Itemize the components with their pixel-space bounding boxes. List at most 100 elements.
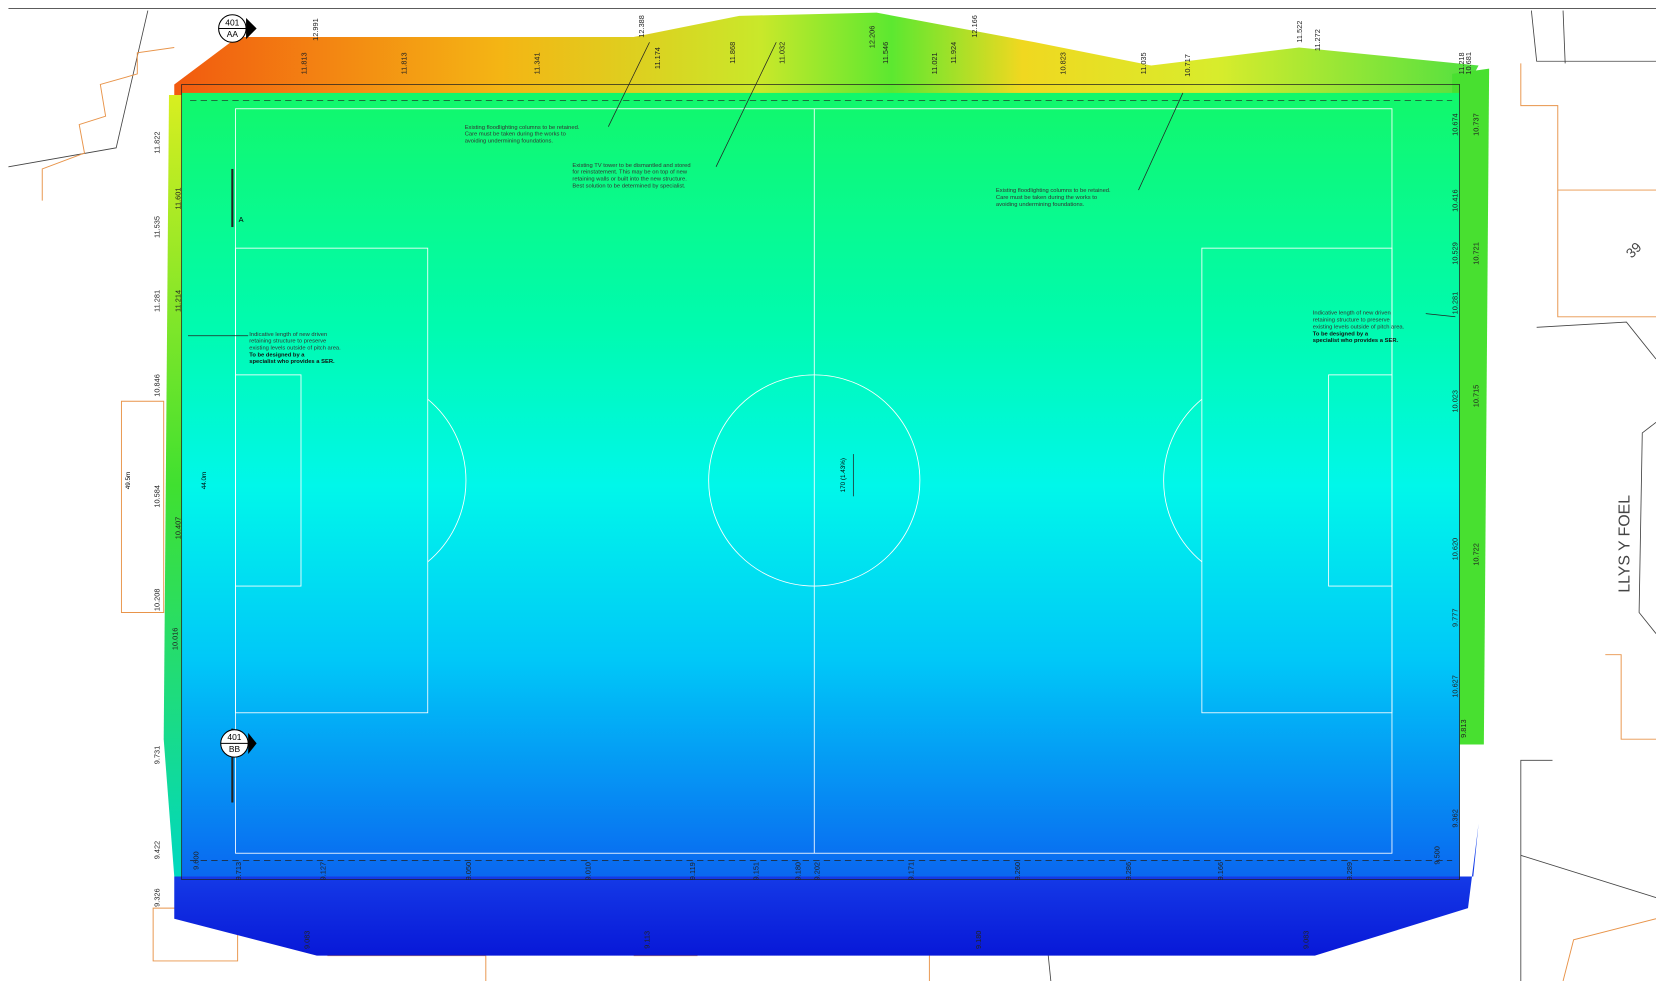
marker-number: 401 xyxy=(227,732,241,742)
level-label: 9.083 xyxy=(1302,931,1311,949)
level-label: 9.180 xyxy=(794,862,803,880)
level-label: 11.341 xyxy=(533,52,542,74)
marker-code: BB xyxy=(229,744,241,754)
level-label: 11.924 xyxy=(949,42,958,64)
section-markers xyxy=(218,14,257,758)
level-label: 11.868 xyxy=(728,42,737,64)
level-label: 12.166 xyxy=(970,15,979,38)
level-label: 9.127 xyxy=(318,862,327,880)
level-label: 9.010 xyxy=(583,862,592,880)
level-label: 10.281 xyxy=(1450,292,1459,315)
dimension-label: 49.5m xyxy=(125,472,132,490)
level-label: 10.529 xyxy=(1450,242,1459,265)
pitch-markings xyxy=(235,108,1393,854)
level-label: 11.214 xyxy=(174,290,183,312)
level-label: 11.272 xyxy=(1313,29,1322,51)
level-label: 10.721 xyxy=(1472,242,1481,265)
right-levels-zone xyxy=(1452,68,1490,745)
note-text-bold: specialist who provides a SER. xyxy=(249,359,335,365)
level-label: 9.113 xyxy=(643,931,652,949)
note-text: retaining walls or built into the new st… xyxy=(572,177,687,183)
note-text: Existing TV tower to be dismantled and s… xyxy=(572,163,690,169)
note-text: Existing floodlighting columns to be ret… xyxy=(996,188,1111,194)
note-text: Care must be taken during the works to xyxy=(996,195,1097,201)
level-label: 9.286 xyxy=(1124,862,1133,880)
level-label: 11.281 xyxy=(152,290,161,312)
level-label: 9.202 xyxy=(813,862,822,880)
street-name: LLYS Y FOEL xyxy=(1617,495,1634,593)
level-label: 10.681 xyxy=(1464,52,1473,75)
level-label: 11.032 xyxy=(778,42,787,64)
level-label: 9.500 xyxy=(1432,846,1441,864)
level-label: 9.813 xyxy=(1459,719,1468,737)
level-label: 10.846 xyxy=(152,374,161,397)
note-text: Care must be taken during the works to xyxy=(465,132,566,138)
level-label: 11.546 xyxy=(881,42,890,64)
level-label: 9.260 xyxy=(1013,862,1022,880)
level-label: 9.731 xyxy=(152,746,161,764)
level-label: 9.083 xyxy=(302,931,311,949)
level-label: 11.174 xyxy=(653,47,662,69)
bottom-levels-zone xyxy=(174,823,1479,956)
level-label: 12.206 xyxy=(867,26,876,49)
level-label: 10.416 xyxy=(1450,189,1459,212)
marker-code: AA xyxy=(227,29,239,39)
level-label: 9.166 xyxy=(1216,862,1225,880)
note-text: Existing floodlighting columns to be ret… xyxy=(465,125,580,131)
note-text: avoiding undermining foundations. xyxy=(996,202,1085,208)
level-label: 9.713 xyxy=(234,862,243,880)
level-label: 9.362 xyxy=(1450,809,1459,827)
level-label: 10.823 xyxy=(1059,52,1068,75)
section-letter: A xyxy=(239,215,244,224)
level-label: 10.023 xyxy=(1450,390,1459,413)
level-label: 9.422 xyxy=(152,841,161,859)
note-text: retaining structure to preserve xyxy=(249,339,326,345)
note-text: existing levels outside of pitch area. xyxy=(1313,324,1405,330)
level-label: 10.208 xyxy=(152,589,161,612)
note-text: Best solution to be determined by specia… xyxy=(572,183,685,189)
note-text-bold: To be designed by a xyxy=(249,352,305,358)
note-text-bold: specialist who provides a SER. xyxy=(1313,338,1399,344)
fall-label: 170 (1.43%) xyxy=(840,458,847,492)
note-text: retaining structure to preserve xyxy=(1313,318,1390,324)
level-label: 9.180 xyxy=(974,931,983,949)
note-text: Indicative length of new driven xyxy=(1313,311,1391,317)
level-label: 9.119 xyxy=(688,862,697,880)
level-label: 11.813 xyxy=(400,52,409,74)
level-label: 10.717 xyxy=(1183,54,1192,77)
dimension-label: 44.0m xyxy=(201,472,208,490)
level-label: 12.388 xyxy=(637,15,646,38)
note-text: for reinstatement. This may be on top of… xyxy=(572,170,687,176)
level-label: 9.171 xyxy=(907,862,916,880)
boundary-lines xyxy=(181,42,1460,880)
level-label: 10.627 xyxy=(1450,675,1459,698)
level-label: 10.407 xyxy=(174,517,183,540)
top-levels-zone xyxy=(174,12,1479,101)
level-label: 9.151 xyxy=(751,862,760,880)
level-label: 9.600 xyxy=(192,851,201,869)
level-label: 11.021 xyxy=(930,52,939,74)
level-label: 10.584 xyxy=(152,485,161,508)
level-label: 11.035 xyxy=(1139,52,1148,74)
level-label: 11.822 xyxy=(152,132,161,154)
level-label: 9.289 xyxy=(1345,862,1354,880)
level-label: 10.674 xyxy=(1450,113,1459,136)
note-text: existing levels outside of pitch area. xyxy=(249,346,341,352)
level-label: 12.991 xyxy=(311,18,320,41)
level-label: 9.777 xyxy=(1450,609,1459,627)
pitch-surface xyxy=(181,92,1460,880)
level-label: 10.620 xyxy=(1450,538,1459,561)
level-label: 11.218 xyxy=(1457,52,1466,74)
note-text: Indicative length of new driven xyxy=(249,332,327,338)
level-label: 10.737 xyxy=(1472,113,1481,136)
level-label: 11.535 xyxy=(152,216,161,238)
labels: 12.991 12.388 12.166 11.522 11.813 11.813 11.3… xyxy=(125,15,1645,949)
level-label: 10.016 xyxy=(170,628,179,651)
level-label: 10.722 xyxy=(1472,543,1481,566)
level-label: 10.715 xyxy=(1472,385,1481,408)
level-label: 11.522 xyxy=(1295,21,1304,43)
marker-number: 401 xyxy=(225,17,239,27)
note-text-bold: To be designed by a xyxy=(1313,331,1369,337)
